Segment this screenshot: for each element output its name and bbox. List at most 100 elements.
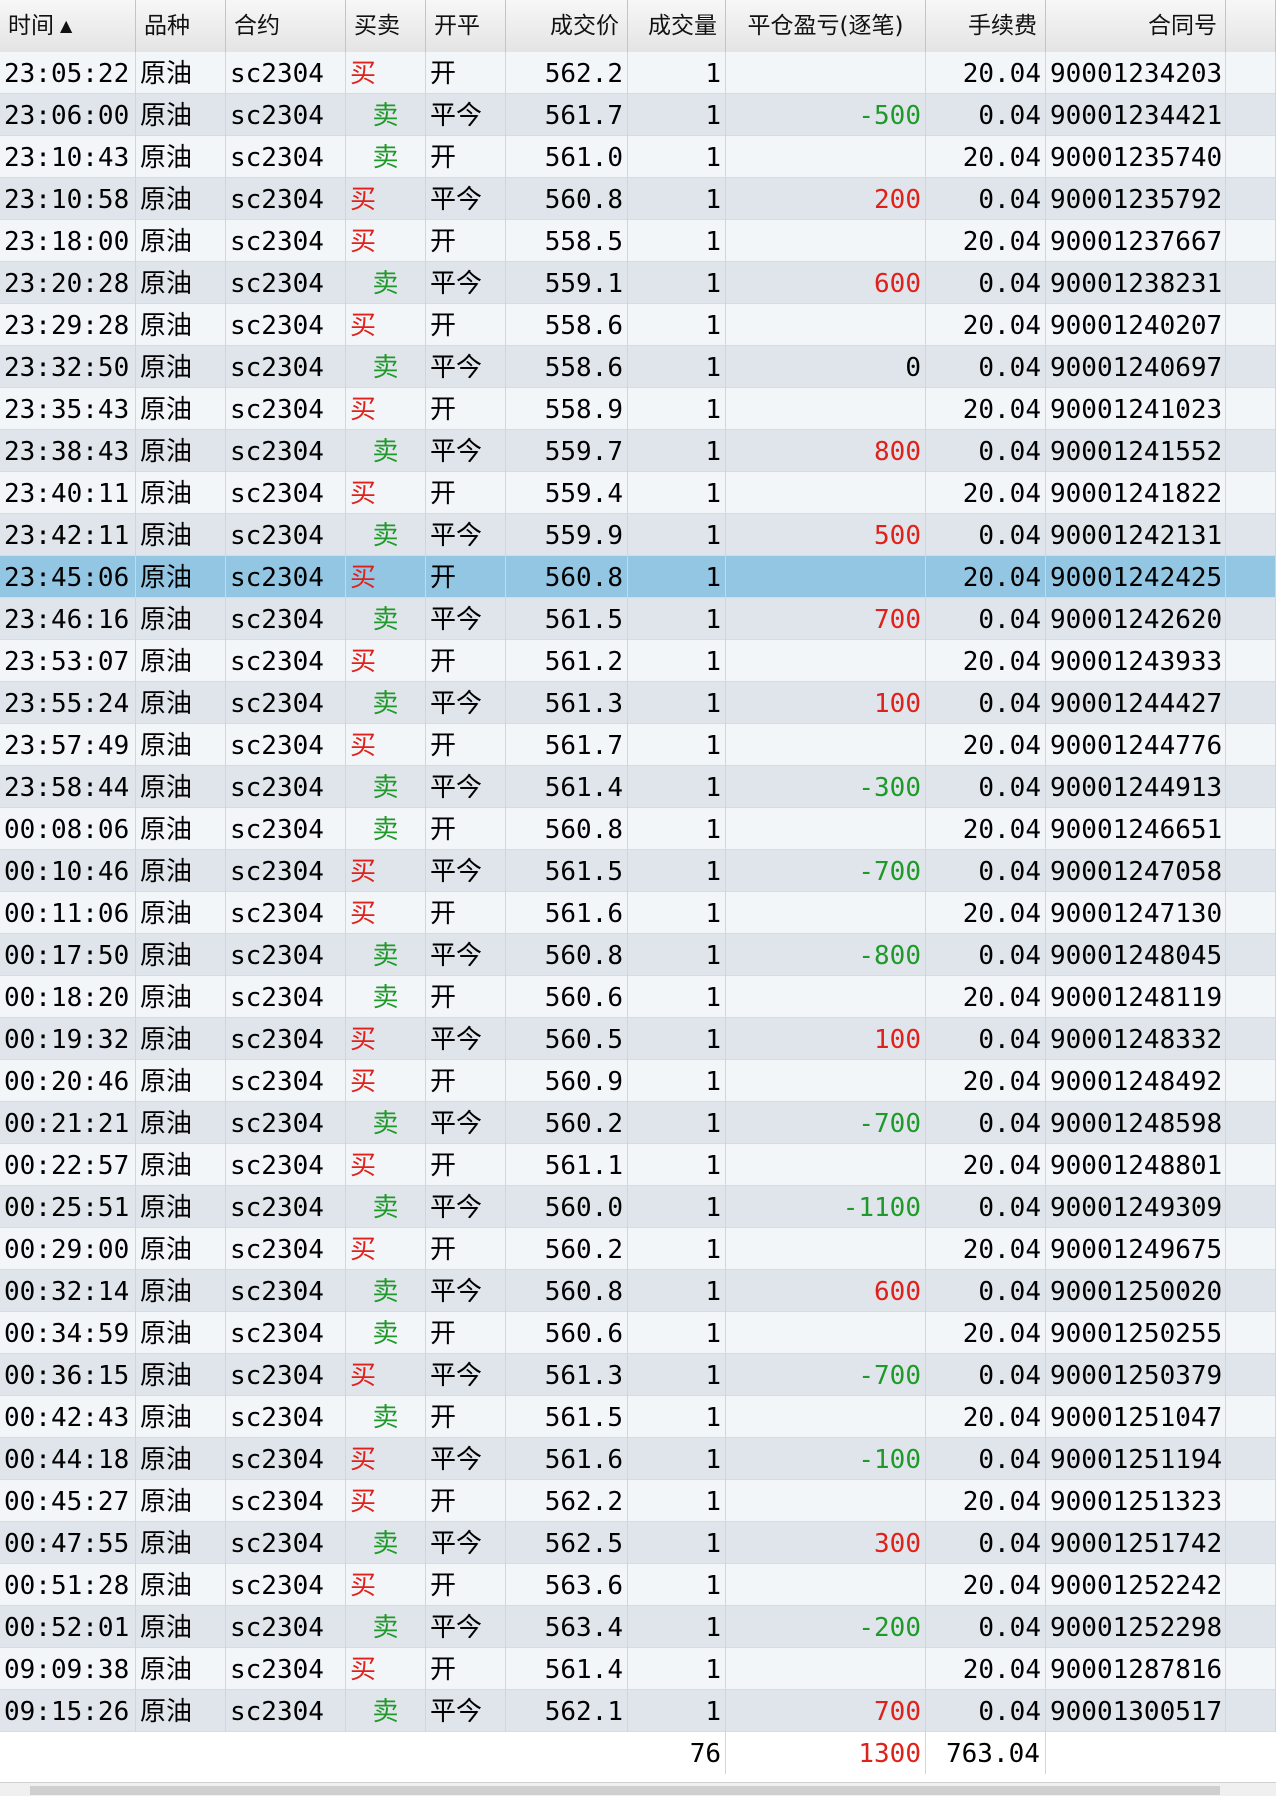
cell-contract: sc2304	[226, 1564, 346, 1606]
cell-price: 561.3	[506, 682, 628, 724]
table-row[interactable]: 00:52:01 原油 sc2304 卖平今 563.4 1 -200 0.04 9000125…	[0, 1606, 1276, 1648]
header-time[interactable]: 时间 ▲	[0, 0, 136, 52]
table-row[interactable]: 00:47:55 原油 sc2304 卖平今 562.5 1 300 0.04 90001251…	[0, 1522, 1276, 1564]
table-row[interactable]: 00:32:14 原油 sc2304 卖平今 560.8 1 600 0.04 90001250…	[0, 1270, 1276, 1312]
table-row[interactable]: 09:09:38 原油 sc2304 买开 561.4 1 20.04 90001287816	[0, 1648, 1276, 1690]
header-side[interactable]: 买卖	[346, 0, 426, 52]
table-row[interactable]: 23:05:22 原油 sc2304 买开 562.2 1 20.04 90001234203	[0, 52, 1276, 94]
header-fee[interactable]: 手续费	[926, 0, 1046, 52]
cell-order-no: 90001250020	[1046, 1270, 1226, 1312]
cell-order-no: 90001235792	[1046, 178, 1226, 220]
table-row[interactable]: 23:38:43 原油 sc2304 卖平今 559.7 1 800 0.04 90001241…	[0, 430, 1276, 472]
table-row[interactable]: 00:51:28 原油 sc2304 买开 563.6 1 20.04 90001252242	[0, 1564, 1276, 1606]
cell-open-close: 平今	[426, 598, 506, 640]
table-row[interactable]: 00:20:46 原油 sc2304 买开 560.9 1 20.04 90001248492	[0, 1060, 1276, 1102]
table-row[interactable]: 00:10:46 原油 sc2304 买平今 561.5 1 -700 0.04 9000124…	[0, 850, 1276, 892]
header-volume[interactable]: 成交量	[628, 0, 726, 52]
cell-contract: sc2304	[226, 1606, 346, 1648]
table-row[interactable]: 23:46:16 原油 sc2304 卖平今 561.5 1 700 0.04 90001242…	[0, 598, 1276, 640]
cell-time: 00:21:21	[0, 1102, 136, 1144]
table-row[interactable]: 00:36:15 原油 sc2304 买平今 561.3 1 -700 0.04 9000125…	[0, 1354, 1276, 1396]
cell-contract: sc2304	[226, 892, 346, 934]
cell-price: 560.0	[506, 1186, 628, 1228]
cell-filler	[1226, 976, 1276, 1018]
scrollbar-thumb[interactable]	[30, 1786, 1220, 1795]
cell-pnl	[726, 136, 926, 178]
table-row[interactable]: 00:19:32 原油 sc2304 买平今 560.5 1 100 0.04 90001248…	[0, 1018, 1276, 1060]
cell-pnl	[726, 304, 926, 346]
cell-volume: 1	[628, 934, 726, 976]
table-row[interactable]: 23:40:11 原油 sc2304 买开 559.4 1 20.04 90001241822	[0, 472, 1276, 514]
table-row[interactable]: 23:45:06 原油 sc2304 买开 560.8 1 20.04 90001242425	[0, 556, 1276, 598]
cell-product: 原油	[136, 1606, 226, 1648]
cell-volume: 1	[628, 724, 726, 766]
cell-time: 23:58:44	[0, 766, 136, 808]
cell-filler	[1226, 1270, 1276, 1312]
cell-filler	[1226, 598, 1276, 640]
cell-pnl: 600	[726, 262, 926, 304]
cell-filler	[1226, 136, 1276, 178]
cell-price: 561.4	[506, 1648, 628, 1690]
cell-order-no: 90001244427	[1046, 682, 1226, 724]
cell-product: 原油	[136, 1438, 226, 1480]
table-row[interactable]: 09:15:26 原油 sc2304 卖平今 562.1 1 700 0.04 90001300…	[0, 1690, 1276, 1732]
cell-filler	[1226, 682, 1276, 724]
cell-pnl	[726, 808, 926, 850]
table-row[interactable]: 23:32:50 原油 sc2304 卖平今 558.6 1 0 0.04 9000124069…	[0, 346, 1276, 388]
cell-side: 买	[346, 472, 426, 514]
table-row[interactable]: 23:20:28 原油 sc2304 卖平今 559.1 1 600 0.04 90001238…	[0, 262, 1276, 304]
table-row[interactable]: 00:44:18 原油 sc2304 买平今 561.6 1 -100 0.04 9000125…	[0, 1438, 1276, 1480]
cell-filler	[1226, 1354, 1276, 1396]
cell-time: 23:05:22	[0, 52, 136, 94]
cell-volume: 1	[628, 1060, 726, 1102]
table-row[interactable]: 00:29:00 原油 sc2304 买开 560.2 1 20.04 90001249675	[0, 1228, 1276, 1270]
table-row[interactable]: 23:57:49 原油 sc2304 买开 561.7 1 20.04 90001244776	[0, 724, 1276, 766]
table-row[interactable]: 23:29:28 原油 sc2304 买开 558.6 1 20.04 90001240207	[0, 304, 1276, 346]
table-row[interactable]: 00:22:57 原油 sc2304 买开 561.1 1 20.04 90001248801	[0, 1144, 1276, 1186]
cell-time: 00:22:57	[0, 1144, 136, 1186]
table-row[interactable]: 00:17:50 原油 sc2304 卖平今 560.8 1 -800 0.04 9000124…	[0, 934, 1276, 976]
table-row[interactable]: 23:58:44 原油 sc2304 卖平今 561.4 1 -300 0.04 9000124…	[0, 766, 1276, 808]
header-order-no[interactable]: 合同号	[1046, 0, 1226, 52]
table-row[interactable]: 00:45:27 原油 sc2304 买开 562.2 1 20.04 90001251323	[0, 1480, 1276, 1522]
cell-pnl	[726, 1144, 926, 1186]
cell-side: 卖	[346, 136, 426, 178]
table-row[interactable]: 00:11:06 原油 sc2304 买开 561.6 1 20.04 90001247130	[0, 892, 1276, 934]
cell-pnl	[726, 472, 926, 514]
cell-fee: 0.04	[926, 346, 1046, 388]
table-row[interactable]: 23:35:43 原油 sc2304 买开 558.9 1 20.04 90001241023	[0, 388, 1276, 430]
cell-price: 562.2	[506, 52, 628, 94]
cell-volume: 1	[628, 388, 726, 430]
table-row[interactable]: 00:25:51 原油 sc2304 卖平今 560.0 1 -1100 0.04 900012…	[0, 1186, 1276, 1228]
header-price[interactable]: 成交价	[506, 0, 628, 52]
table-row[interactable]: 00:08:06 原油 sc2304 卖开 560.8 1 20.04 90001246651	[0, 808, 1276, 850]
table-row[interactable]: 23:10:43 原油 sc2304 卖开 561.0 1 20.04 90001235740	[0, 136, 1276, 178]
table-row[interactable]: 00:21:21 原油 sc2304 卖平今 560.2 1 -700 0.04 9000124…	[0, 1102, 1276, 1144]
cell-pnl	[726, 1396, 926, 1438]
cell-open-close: 开	[426, 1480, 506, 1522]
cell-fee: 0.04	[926, 1270, 1046, 1312]
table-row[interactable]: 23:55:24 原油 sc2304 卖平今 561.3 1 100 0.04 90001244…	[0, 682, 1276, 724]
cell-contract: sc2304	[226, 1270, 346, 1312]
table-row[interactable]: 23:10:58 原油 sc2304 买平今 560.8 1 200 0.04 90001235…	[0, 178, 1276, 220]
header-open-close[interactable]: 开平	[426, 0, 506, 52]
header-product[interactable]: 品种	[136, 0, 226, 52]
cell-time: 23:53:07	[0, 640, 136, 682]
table-row[interactable]: 00:34:59 原油 sc2304 卖开 560.6 1 20.04 90001250255	[0, 1312, 1276, 1354]
table-row[interactable]: 23:53:07 原油 sc2304 买开 561.2 1 20.04 90001243933	[0, 640, 1276, 682]
table-row[interactable]: 23:42:11 原油 sc2304 卖平今 559.9 1 500 0.04 90001242…	[0, 514, 1276, 556]
cell-open-close: 平今	[426, 1438, 506, 1480]
table-row[interactable]: 00:18:20 原油 sc2304 卖开 560.6 1 20.04 90001248119	[0, 976, 1276, 1018]
cell-contract: sc2304	[226, 976, 346, 1018]
table-row[interactable]: 00:42:43 原油 sc2304 卖开 561.5 1 20.04 90001251047	[0, 1396, 1276, 1438]
table-row[interactable]: 23:18:00 原油 sc2304 买开 558.5 1 20.04 90001237667	[0, 220, 1276, 262]
total-pnl: 1300	[726, 1732, 926, 1774]
cell-product: 原油	[136, 1564, 226, 1606]
cell-contract: sc2304	[226, 1354, 346, 1396]
header-contract[interactable]: 合约	[226, 0, 346, 52]
table-row[interactable]: 23:06:00 原油 sc2304 卖平今 561.7 1 -500 0.04 9000123…	[0, 94, 1276, 136]
cell-filler	[1226, 1606, 1276, 1648]
horizontal-scrollbar[interactable]	[0, 1782, 1276, 1796]
cell-order-no: 90001234203	[1046, 52, 1226, 94]
header-pnl[interactable]: 平仓盈亏(逐笔)	[726, 0, 926, 52]
